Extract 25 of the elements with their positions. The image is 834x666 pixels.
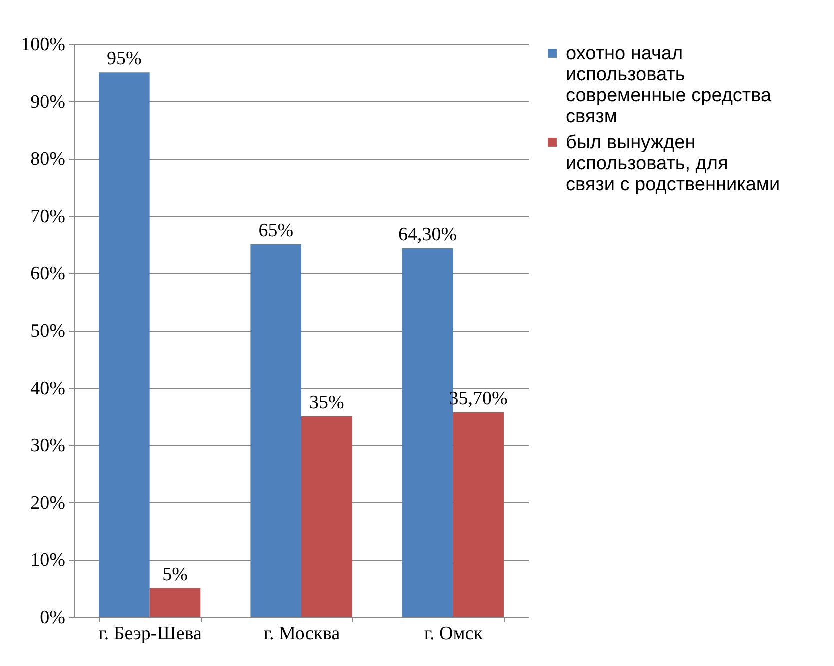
y-tick-label: 0%: [40, 608, 66, 628]
y-tick-label: 70%: [30, 206, 66, 228]
legend-label: был вынужден использовать, для связи с родственниками: [566, 132, 780, 196]
y-tick-label: 100%: [21, 34, 66, 56]
y-tick-label: 20%: [30, 492, 66, 514]
data-label: 64,30%: [398, 224, 458, 246]
y-tick-label: 60%: [30, 264, 66, 285]
bar: [150, 588, 201, 617]
x-tick-label: г. Москва: [264, 624, 341, 644]
y-tick-label: 50%: [30, 321, 66, 342]
x-tick-label: г. Омск: [424, 624, 484, 644]
bar: [302, 416, 352, 617]
bar: [453, 412, 504, 617]
y-tick-label: 10%: [30, 550, 66, 572]
y-tick-label: 40%: [30, 378, 66, 400]
x-tick-label: г. Беэр-Шева: [98, 624, 203, 644]
bar: [250, 244, 302, 617]
y-tick-label: 80%: [30, 149, 66, 170]
data-label: 5%: [162, 564, 188, 586]
y-tick-label: 30%: [30, 436, 66, 457]
data-label: 95%: [107, 48, 142, 70]
y-tick-label: 90%: [30, 92, 66, 113]
data-label: 35%: [309, 392, 344, 414]
bar: [99, 72, 150, 617]
data-label: 65%: [258, 220, 294, 242]
